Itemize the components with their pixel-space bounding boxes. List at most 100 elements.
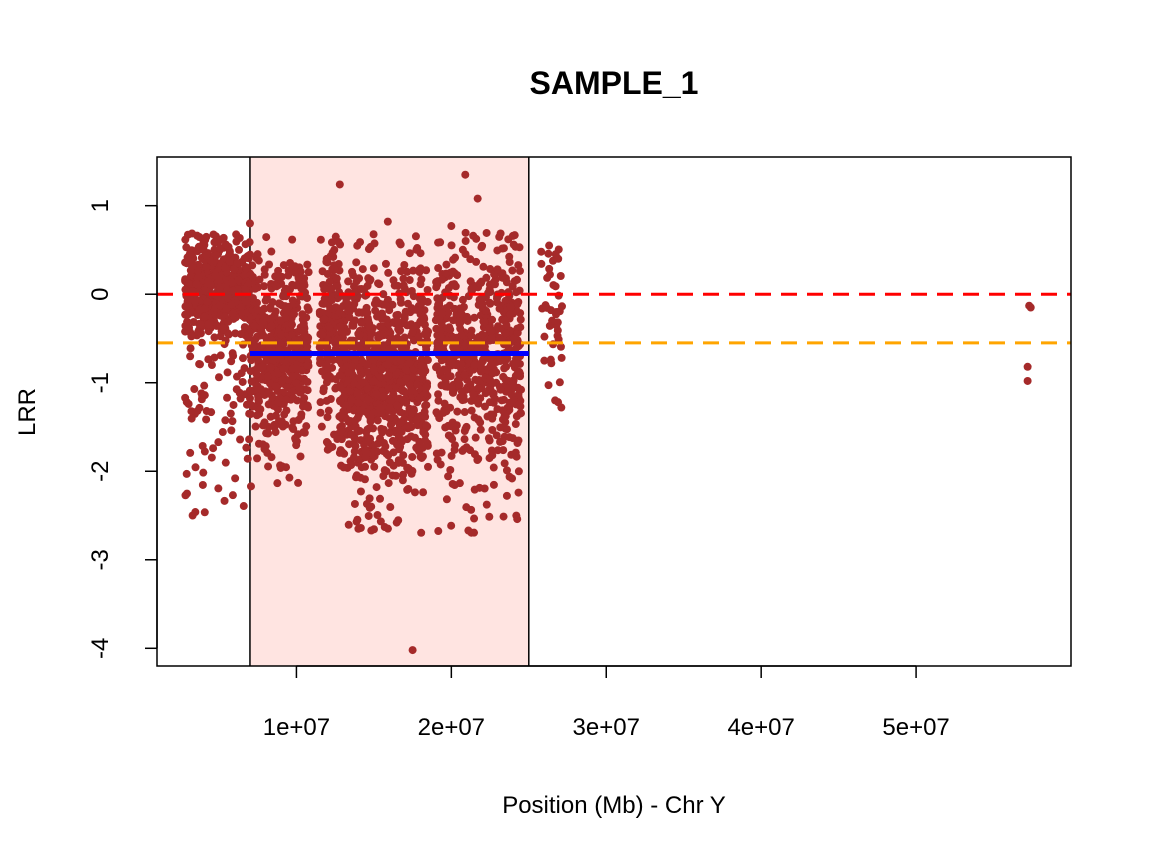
data-point — [466, 380, 475, 389]
data-point — [469, 390, 478, 399]
data-point — [273, 398, 282, 407]
data-point — [292, 437, 301, 446]
y-axis: 1 0 -1 -2 -3 -4 — [87, 199, 158, 659]
data-point — [545, 321, 554, 330]
data-point-outlier — [1023, 376, 1032, 385]
data-point — [455, 304, 464, 313]
data-point — [417, 453, 426, 462]
data-point-outlier — [380, 523, 389, 532]
data-point — [355, 330, 364, 339]
data-point — [419, 488, 428, 497]
data-point — [400, 314, 409, 323]
data-point — [266, 303, 275, 312]
data-point — [207, 453, 216, 462]
data-point — [383, 360, 392, 369]
data-point — [212, 321, 221, 330]
data-point — [253, 454, 262, 463]
data-point — [257, 385, 266, 394]
data-point — [315, 343, 324, 352]
data-point — [319, 387, 328, 396]
data-point — [384, 268, 393, 277]
data-point — [467, 406, 476, 415]
data-point — [239, 502, 248, 511]
data-point — [447, 451, 456, 460]
data-point — [315, 359, 324, 368]
data-point — [477, 358, 486, 367]
data-point — [253, 250, 262, 259]
data-point — [322, 257, 331, 266]
data-point — [297, 412, 306, 421]
data-point-outlier — [557, 403, 566, 412]
data-point — [366, 328, 375, 337]
data-point — [457, 330, 466, 339]
data-point — [475, 279, 484, 288]
data-point — [481, 307, 490, 316]
data-point — [272, 282, 281, 291]
data-point — [362, 427, 371, 436]
data-point — [223, 286, 232, 295]
y-axis-label: LRR — [14, 388, 41, 436]
data-point — [181, 285, 190, 294]
data-point — [196, 329, 205, 338]
data-point — [501, 418, 510, 427]
data-point — [243, 454, 252, 463]
data-point — [417, 367, 426, 376]
data-point — [335, 371, 344, 380]
data-point — [364, 316, 373, 325]
x-tick-label: 4e+07 — [727, 714, 794, 741]
data-point — [302, 422, 311, 431]
data-point — [423, 285, 432, 294]
data-point — [376, 517, 385, 526]
data-point — [545, 241, 554, 250]
data-point — [344, 368, 353, 377]
data-point — [481, 389, 490, 398]
data-point — [181, 302, 190, 311]
data-point — [403, 267, 412, 276]
data-point — [449, 316, 458, 325]
data-point — [405, 359, 414, 368]
data-point — [277, 417, 286, 426]
data-point — [279, 364, 288, 373]
data-point — [247, 377, 256, 386]
data-point — [191, 297, 200, 306]
data-point — [476, 367, 485, 376]
data-point — [543, 273, 552, 282]
data-point — [369, 230, 378, 239]
data-point — [501, 375, 510, 384]
data-point — [489, 463, 498, 472]
data-point — [288, 296, 297, 305]
data-point — [223, 393, 232, 402]
data-point — [328, 248, 337, 257]
data-point — [336, 240, 345, 249]
data-point — [485, 512, 494, 521]
data-point — [437, 319, 446, 328]
data-point — [248, 261, 257, 270]
data-point — [484, 434, 493, 443]
data-point — [505, 258, 514, 267]
data-point — [331, 303, 340, 312]
data-point — [502, 491, 511, 500]
data-point — [444, 283, 453, 292]
data-point — [422, 401, 431, 410]
data-point — [402, 374, 411, 383]
data-point — [353, 241, 362, 250]
data-point — [353, 427, 362, 436]
data-point — [360, 475, 369, 484]
data-point — [322, 438, 331, 447]
data-point — [279, 261, 288, 270]
data-point — [356, 487, 365, 496]
data-point — [276, 461, 285, 470]
data-point — [236, 435, 245, 444]
data-point — [502, 321, 511, 330]
data-point — [232, 230, 241, 239]
data-point — [540, 332, 549, 341]
data-point — [488, 315, 497, 324]
data-point — [397, 267, 406, 276]
data-point — [241, 240, 250, 249]
data-point — [336, 322, 345, 331]
data-point — [289, 425, 298, 434]
data-point — [407, 286, 416, 295]
data-point — [363, 368, 372, 377]
data-point — [488, 378, 497, 387]
data-point — [264, 389, 273, 398]
